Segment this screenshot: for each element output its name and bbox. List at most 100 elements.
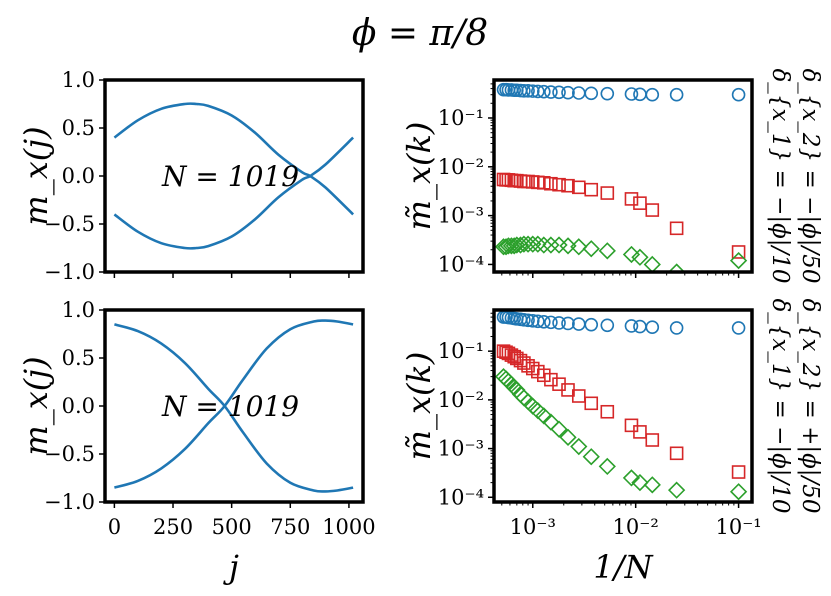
y-tick-label-4: 0.5: [62, 346, 95, 370]
marker-k3-2: [497, 370, 515, 388]
marker-k3-7: [511, 236, 530, 254]
x-tick-label-3: 10⁻¹: [715, 515, 761, 539]
panel-bottom-right: 10⁻³ 10⁻² 10⁻¹10⁻⁴10⁻³10⁻²10⁻¹m̃_x(k)1/Nδ_…: [400, 298, 823, 586]
side-label-2: δ_{x_2} = −|ϕ|/50: [797, 68, 823, 283]
marker-k2-17: [584, 396, 599, 411]
annotation-n: N = 1019: [161, 160, 299, 193]
marker-k2-22: [669, 446, 684, 461]
y-tick-label-1: −1.0: [44, 260, 95, 284]
axes-frame: [492, 308, 754, 504]
marker-k3-17: [582, 240, 600, 258]
y-tick-label-1: 10⁻⁴: [438, 485, 484, 509]
y-tick-label-2: 10⁻³: [438, 437, 484, 461]
series-line-2: [114, 319, 354, 489]
plot-area: [494, 82, 748, 272]
marker-k1-14: [552, 316, 566, 330]
marker-k1-19: [624, 87, 639, 101]
y-tick-label-3: 0.0: [62, 394, 95, 418]
x-axis-label: 1/N: [593, 548, 653, 586]
marker-k3-15: [559, 237, 577, 255]
annotation-n: N = 1019: [161, 390, 299, 423]
marker-k3-18: [598, 242, 616, 260]
marker-k1-9: [521, 313, 535, 328]
marker-k2-12: [537, 176, 551, 190]
marker-k1-20: [633, 319, 647, 334]
marker-k1-23: [731, 321, 746, 335]
marker-k1-22: [669, 321, 684, 335]
marker-k3-15: [559, 428, 577, 446]
marker-k1-18: [600, 86, 615, 101]
y-axis-label: m̃_x(k): [400, 352, 438, 461]
x-axis-label: j: [223, 548, 239, 586]
marker-k2-20: [633, 196, 647, 210]
marker-k3-19: [622, 245, 641, 264]
marker-k1-11: [531, 314, 545, 329]
marker-k3-5: [505, 237, 523, 255]
series-line-1: [113, 102, 355, 216]
marker-k1-10: [525, 84, 540, 98]
y-tick-label-3: 10⁻²: [438, 388, 484, 412]
marker-k3-4: [502, 375, 521, 393]
marker-k3-1: [494, 367, 513, 386]
figure-title: ϕ = π/8: [352, 13, 488, 54]
x-tick-label-3: 500: [212, 515, 252, 539]
marker-k2-23: [731, 245, 746, 259]
marker-k2-20: [633, 425, 647, 439]
marker-k1-12: [537, 315, 551, 329]
y-tick-label-5: 1.0: [62, 298, 95, 322]
marker-k1-17: [584, 317, 599, 332]
marker-k2-6: [510, 351, 524, 366]
side-label-1: δ_{x_1} = −|ϕ|/10: [767, 68, 793, 283]
panel-bottom-left: 0 250 500 750 1000 −1.0 −0.5 0.0 0.5 1.0 m_x(j)j N …: [17, 298, 376, 586]
marker-k1-9: [521, 84, 535, 98]
marker-k1-20: [633, 87, 647, 102]
marker-k3-12: [535, 236, 553, 254]
marker-k1-15: [561, 85, 575, 100]
marker-k1-12: [537, 84, 551, 99]
y-axis-label: m̃_x(k): [400, 122, 438, 231]
marker-k2-21: [645, 203, 660, 217]
marker-k3-13: [542, 236, 560, 254]
marker-k3-16: [570, 238, 588, 256]
marker-k1-21: [645, 320, 660, 335]
y-tick-label-4: 10⁻¹: [438, 106, 484, 130]
plot-area: [114, 319, 354, 493]
marker-k1-8: [517, 313, 531, 327]
marker-k2-21: [645, 433, 660, 447]
y-tick-label-4: 10⁻¹: [438, 339, 484, 363]
marker-k3-18: [598, 457, 616, 476]
plot-area: [494, 310, 748, 501]
marker-k2-19: [624, 192, 639, 206]
marker-k2-17: [584, 182, 599, 197]
marker-k1-13: [544, 85, 558, 99]
marker-k3-11: [529, 235, 547, 253]
marker-k1-17: [584, 86, 599, 101]
y-tick-label-2: 10⁻³: [438, 204, 484, 228]
marker-k2-16: [571, 389, 586, 403]
marker-k1-11: [531, 84, 545, 99]
x-tick-label-5: 1000: [322, 515, 375, 539]
marker-k3-19: [622, 469, 641, 487]
marker-k2-23: [731, 465, 746, 479]
panels: −1.0 −0.5 0.0 0.5 1.0 m_x(j) N = 1019 0 250 500 75…: [17, 68, 823, 586]
marker-k2-13: [544, 372, 558, 387]
marker-k1-19: [624, 319, 639, 333]
x-tick-label-1: 10⁻³: [510, 515, 556, 539]
x-tick-label-4: 750: [270, 515, 310, 539]
y-tick-label-3: 10⁻²: [438, 155, 484, 179]
marker-k1-22: [669, 87, 684, 102]
marker-k2-18: [600, 186, 615, 200]
y-tick-label-3: 0.0: [62, 164, 95, 188]
marker-k1-14: [552, 85, 566, 100]
marker-k3-3: [499, 237, 518, 255]
marker-k2-14: [552, 177, 566, 192]
marker-k3-23: [729, 483, 748, 501]
marker-k2-10: [525, 175, 540, 189]
y-axis-label: m_x(j): [17, 356, 55, 455]
marker-k1-13: [544, 315, 558, 330]
series-line-2: [113, 136, 355, 250]
marker-k3-10: [524, 235, 542, 253]
marker-k1-15: [561, 316, 575, 331]
panel-top-left: −1.0 −0.5 0.0 0.5 1.0 m_x(j) N = 1019: [17, 68, 365, 284]
marker-k1-10: [525, 314, 540, 328]
